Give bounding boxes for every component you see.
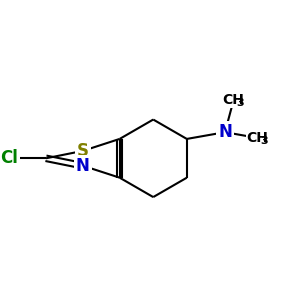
Text: Cl: Cl: [0, 149, 18, 167]
Text: 3: 3: [237, 98, 244, 108]
Text: N: N: [218, 123, 232, 141]
Text: CH: CH: [247, 131, 268, 145]
Text: CH: CH: [223, 93, 244, 107]
Text: 3: 3: [260, 136, 268, 146]
Text: S: S: [77, 142, 89, 160]
Text: N: N: [76, 157, 90, 175]
